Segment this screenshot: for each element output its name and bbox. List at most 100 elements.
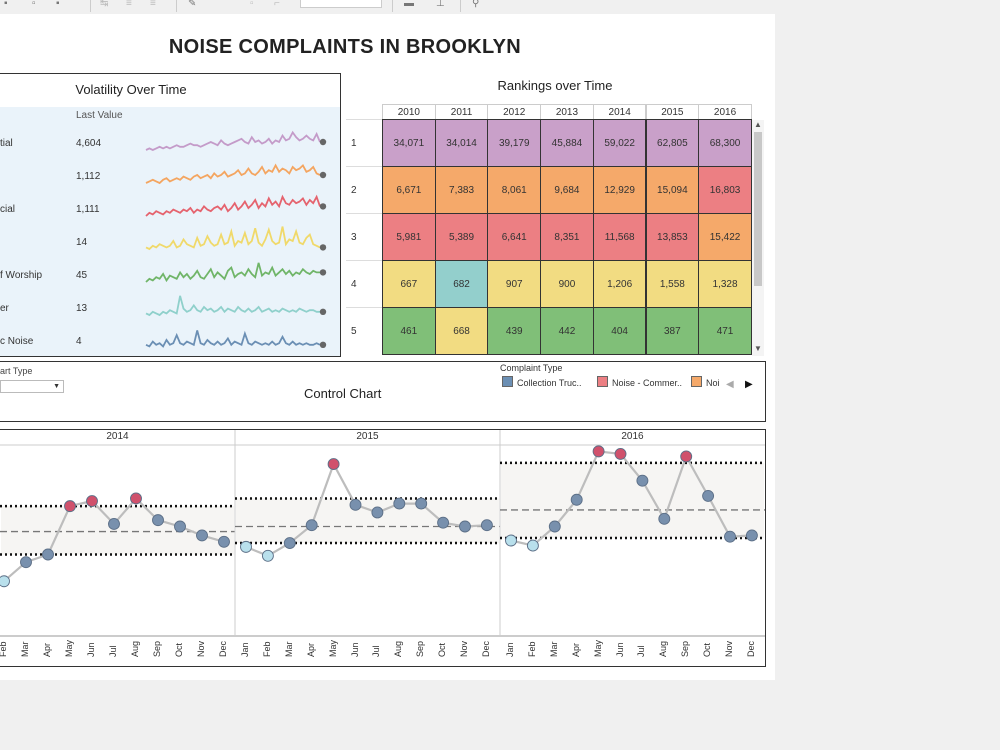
data-point[interactable]: [680, 450, 693, 463]
rankings-cell[interactable]: 442: [540, 307, 594, 355]
data-point[interactable]: [505, 534, 517, 547]
data-point[interactable]: [371, 506, 384, 519]
data-point[interactable]: [327, 458, 340, 471]
legend-item-noise[interactable]: Noi: [691, 376, 720, 388]
rankings-cell[interactable]: 62,805: [645, 119, 700, 167]
scroll-up-arrow-icon[interactable]: ▲: [754, 120, 762, 129]
fix-axes-icon[interactable]: ⊥: [436, 0, 445, 9]
rankings-cell[interactable]: 34,014: [434, 119, 489, 167]
duplicate-icon[interactable]: ▫: [32, 0, 36, 9]
chart-type-dropdown[interactable]: ▼: [0, 380, 64, 393]
group-icon[interactable]: ⌒: [216, 0, 226, 9]
sort-asc-icon[interactable]: ≡: [126, 0, 132, 9]
data-point[interactable]: [526, 539, 539, 552]
legend-item-noise-commercial[interactable]: Noise - Commer..: [597, 376, 682, 388]
data-point[interactable]: [64, 500, 76, 513]
data-point[interactable]: [174, 520, 186, 533]
rankings-cell[interactable]: 11,568: [592, 213, 647, 261]
clear-sheet-icon[interactable]: ▪: [56, 0, 60, 9]
sparkline-end-dot[interactable]: [319, 269, 327, 276]
rankings-cell[interactable]: 15,422: [698, 213, 752, 261]
label-icon[interactable]: ▫: [250, 0, 254, 9]
data-point[interactable]: [415, 497, 428, 510]
rankings-cell[interactable]: 682: [434, 260, 489, 308]
swap-icon[interactable]: ↹: [100, 0, 109, 9]
legend-next-arrow-icon[interactable]: ▶: [745, 379, 753, 390]
data-point[interactable]: [152, 514, 164, 527]
sparkline-end-dot[interactable]: [319, 203, 327, 210]
data-point[interactable]: [592, 445, 605, 458]
highlight-icon[interactable]: ✎: [188, 0, 197, 9]
rankings-cell[interactable]: 668: [434, 307, 489, 355]
sort-desc-icon[interactable]: ≡: [150, 0, 156, 9]
data-point[interactable]: [724, 530, 736, 543]
rankings-cell[interactable]: 5,389: [434, 213, 489, 261]
data-point[interactable]: [636, 474, 649, 487]
rankings-cell[interactable]: 404: [592, 307, 647, 355]
data-point[interactable]: [570, 493, 583, 506]
fit-dropdown[interactable]: [300, 0, 382, 8]
rankings-cell[interactable]: 68,300: [698, 119, 752, 167]
rankings-cell[interactable]: 34,071: [382, 119, 436, 167]
rankings-cell[interactable]: 471: [698, 307, 752, 355]
legend-item-collection-truck[interactable]: Collection Truc..: [502, 376, 582, 388]
rankings-cell[interactable]: 461: [382, 307, 436, 355]
data-point[interactable]: [130, 492, 142, 505]
scroll-thumb[interactable]: [754, 132, 762, 286]
data-point[interactable]: [548, 520, 561, 533]
data-point[interactable]: [459, 520, 471, 533]
sparkline-end-dot[interactable]: [319, 308, 327, 315]
share-icon[interactable]: ⚲: [472, 0, 480, 9]
rankings-cell[interactable]: 667: [382, 260, 436, 308]
rankings-cell[interactable]: 15,094: [645, 166, 700, 214]
data-point[interactable]: [42, 548, 54, 561]
data-point[interactable]: [393, 497, 406, 510]
sparkline-end-dot[interactable]: [319, 138, 327, 146]
rankings-cell[interactable]: 900: [540, 260, 594, 308]
rankings-cell[interactable]: 1,558: [645, 260, 700, 308]
sparkline-end-dot[interactable]: [319, 244, 327, 251]
rankings-cell[interactable]: 39,179: [487, 119, 542, 167]
data-point[interactable]: [108, 517, 120, 530]
data-point[interactable]: [437, 516, 450, 529]
rankings-cell[interactable]: 12,929: [592, 166, 647, 214]
rankings-scrollbar[interactable]: ▲ ▼: [752, 120, 764, 356]
data-point[interactable]: [480, 519, 493, 532]
data-point[interactable]: [614, 447, 627, 460]
add-sheet-icon[interactable]: ▪: [4, 0, 8, 9]
data-point[interactable]: [0, 575, 10, 588]
rankings-cell[interactable]: 45,884: [540, 119, 594, 167]
rankings-cell[interactable]: 907: [487, 260, 542, 308]
data-point[interactable]: [261, 549, 274, 562]
rankings-cell[interactable]: 1,206: [592, 260, 647, 308]
data-point[interactable]: [20, 556, 32, 569]
rankings-cell[interactable]: 16,803: [698, 166, 752, 214]
data-point[interactable]: [283, 537, 296, 549]
pin-icon[interactable]: ⌐: [274, 0, 280, 9]
rankings-cell[interactable]: 8,351: [540, 213, 594, 261]
data-point[interactable]: [196, 529, 208, 542]
rankings-cell[interactable]: 7,383: [434, 166, 489, 214]
legend-prev-arrow-icon[interactable]: ◀: [726, 379, 734, 390]
scroll-down-arrow-icon[interactable]: ▼: [754, 344, 762, 353]
data-point[interactable]: [218, 535, 230, 548]
rankings-cell[interactable]: 1,328: [698, 260, 752, 308]
data-point[interactable]: [658, 512, 671, 525]
rankings-cell[interactable]: 13,853: [645, 213, 700, 261]
rankings-cell[interactable]: 387: [645, 307, 700, 355]
data-point[interactable]: [305, 519, 318, 532]
sparkline-end-dot[interactable]: [319, 171, 327, 179]
rankings-cell[interactable]: 6,641: [487, 213, 542, 261]
rankings-cell[interactable]: 6,671: [382, 166, 436, 214]
data-point[interactable]: [86, 495, 98, 507]
rankings-cell[interactable]: 9,684: [540, 166, 594, 214]
rankings-cell[interactable]: 5,981: [382, 213, 436, 261]
rankings-cell[interactable]: 8,061: [487, 166, 542, 214]
rankings-cell[interactable]: 439: [487, 307, 542, 355]
data-point[interactable]: [349, 498, 362, 511]
presentation-icon[interactable]: ▬: [404, 0, 414, 9]
data-point[interactable]: [702, 489, 715, 502]
data-point[interactable]: [240, 540, 252, 553]
rankings-cell[interactable]: 59,022: [592, 119, 647, 167]
sparkline-end-dot[interactable]: [319, 341, 327, 348]
